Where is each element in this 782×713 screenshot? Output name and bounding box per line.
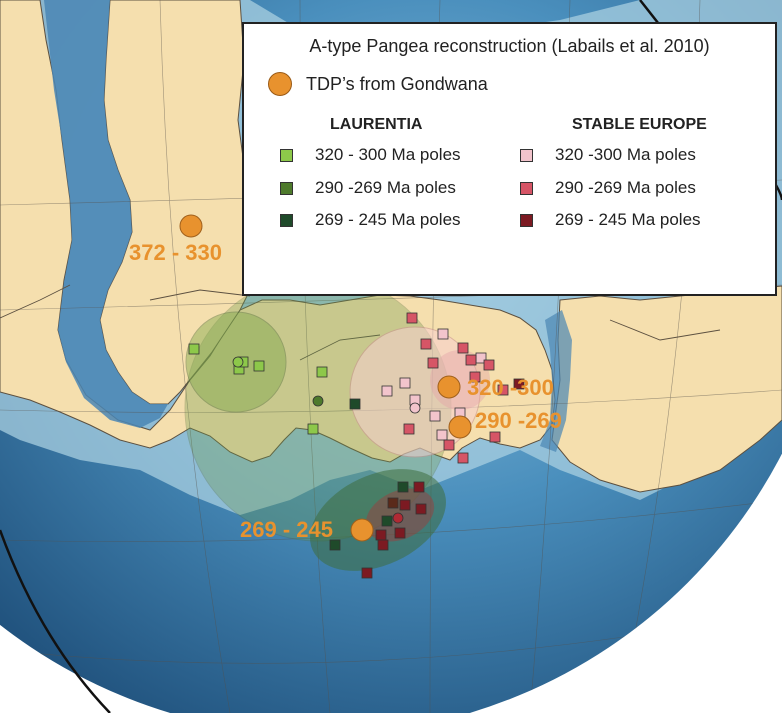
tdp-markers: [179, 214, 472, 542]
swatch-laurentia-290-269-icon: [280, 181, 293, 195]
pole-marker: [457, 452, 469, 464]
pole-marker: [437, 328, 449, 340]
swatch-europe-269-245-icon: [520, 213, 533, 227]
tdp-swatch-icon: [268, 72, 292, 96]
pole-marker: [427, 357, 439, 369]
legend-laurentia-heading: LAURENTIA: [330, 116, 423, 133]
pole-marker: [188, 343, 200, 355]
pole-mean: [409, 402, 421, 414]
pole-marker: [413, 481, 425, 493]
pole-marker: [406, 312, 418, 324]
tdp-269-245-marker: [350, 518, 374, 542]
pole-marker: [415, 503, 427, 515]
swatch-europe-320-300-icon: [520, 148, 533, 162]
pole-marker: [361, 567, 373, 579]
legend-europe-item: 320 -300 Ma poles: [520, 145, 696, 165]
pole-marker: [307, 423, 319, 435]
legend-laurentia-item: 320 - 300 Ma poles: [280, 145, 461, 165]
tdp-269-245-label: 269 - 245: [240, 517, 333, 542]
pole-marker: [399, 377, 411, 389]
globe-edge-left: [0, 529, 111, 713]
pole-marker: [399, 499, 411, 511]
legend-item-label: 320 -300 Ma poles: [555, 145, 696, 164]
pole-marker: [253, 360, 265, 372]
tdp-290-269-label: 290 -269: [475, 408, 562, 433]
legend-europe-item: 290 -269 Ma poles: [520, 178, 696, 198]
pole-marker: [429, 410, 441, 422]
pole-mean: [312, 395, 324, 407]
pole-marker: [387, 497, 399, 509]
tdp-320-300-marker: [437, 375, 461, 399]
legend-tdp-entry: TDP’s from Gondwana: [268, 72, 488, 96]
pole-marker: [397, 481, 409, 493]
pole-marker: [457, 342, 469, 354]
pole-marker: [394, 527, 406, 539]
pole-marker: [375, 529, 387, 541]
pole-marker: [381, 515, 393, 527]
legend-item-label: 320 - 300 Ma poles: [315, 145, 461, 164]
pole-marker: [465, 354, 477, 366]
legend-europe-item: 269 - 245 Ma poles: [520, 210, 701, 230]
pole-mean: [232, 356, 244, 368]
terrane-boundaries: [0, 284, 721, 361]
legend-laurentia-item: 269 - 245 Ma poles: [280, 210, 461, 230]
pole-marker: [349, 398, 361, 410]
europe-poles: [361, 312, 525, 579]
seaway: [540, 310, 572, 452]
legend-item-label: 290 -269 Ma poles: [315, 178, 456, 197]
pole-marker: [469, 371, 481, 383]
pole-marker: [329, 539, 341, 551]
laurentia-poles: [188, 343, 409, 551]
pole-marker: [381, 385, 393, 397]
swatch-laurentia-320-300-icon: [280, 148, 293, 162]
pole-mean: [392, 512, 404, 524]
pole-marker: [483, 359, 495, 371]
pole-marker: [497, 384, 509, 396]
tdp-320-300-label: 320 -300: [467, 375, 554, 400]
pole-marker: [316, 366, 328, 378]
legend-laurentia-item: 290 -269 Ma poles: [280, 178, 456, 198]
legend-item-label: 290 -269 Ma poles: [555, 178, 696, 197]
legend-tdp-label: TDP’s from Gondwana: [306, 73, 488, 94]
legend-item-label: 269 - 245 Ma poles: [315, 210, 461, 229]
legend-europe-heading: STABLE EUROPE: [572, 116, 707, 133]
legend-title: A-type Pangea reconstruction (Labails et…: [309, 36, 710, 56]
confidence-ellipses: [184, 274, 490, 571]
rift-channel: [44, 0, 168, 428]
pole-marker: [377, 539, 389, 551]
tdp-372-330-label: 372 - 330: [129, 240, 222, 265]
pole-marker: [436, 429, 448, 441]
tdp-290-269-marker: [448, 415, 472, 439]
legend-box: A-type Pangea reconstruction (Labails et…: [242, 22, 777, 296]
swatch-europe-290-269-icon: [520, 181, 533, 195]
pole-marker: [403, 423, 415, 435]
swatch-laurentia-269-245-icon: [280, 213, 293, 227]
pole-marker: [513, 378, 525, 390]
tdp-372-330-marker: [179, 214, 203, 238]
pole-marker: [443, 439, 455, 451]
legend-item-label: 269 - 245 Ma poles: [555, 210, 701, 229]
pole-marker: [489, 431, 501, 443]
pole-marker: [420, 338, 432, 350]
